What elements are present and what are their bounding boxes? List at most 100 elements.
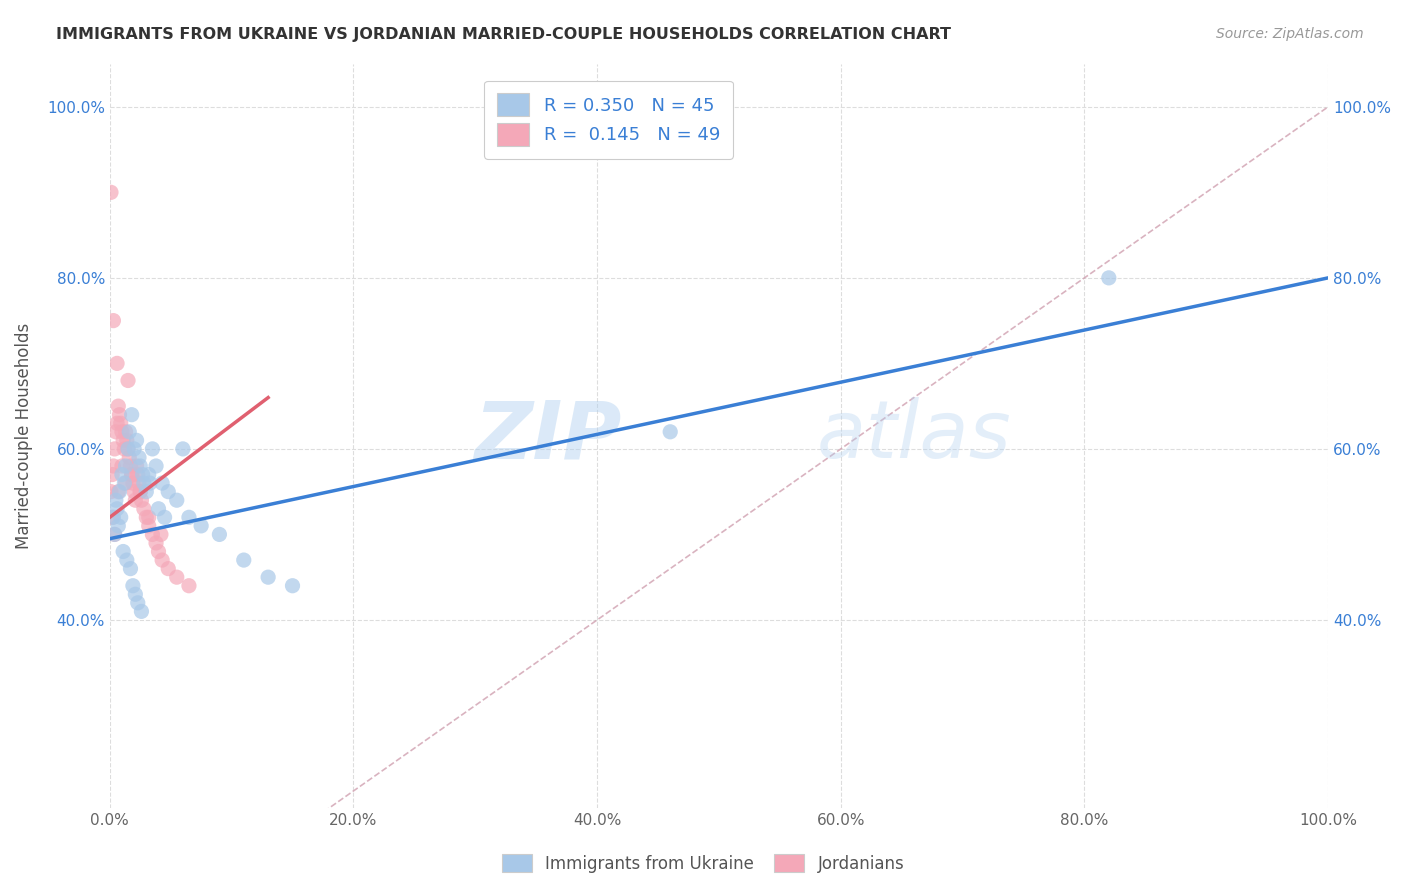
Point <box>112 442 135 456</box>
Point <box>124 587 146 601</box>
Point <box>659 425 682 439</box>
Point <box>148 544 170 558</box>
Point <box>111 467 134 482</box>
Point <box>104 527 127 541</box>
Point <box>127 596 149 610</box>
Point <box>107 484 129 499</box>
Point <box>108 408 131 422</box>
Point <box>129 484 152 499</box>
Point <box>105 416 128 430</box>
Point <box>107 519 129 533</box>
Point <box>166 570 188 584</box>
Point <box>100 186 122 200</box>
Point <box>135 510 157 524</box>
Point <box>108 484 131 499</box>
Point <box>145 458 167 473</box>
Point <box>122 476 145 491</box>
Text: IMMIGRANTS FROM UKRAINE VS JORDANIAN MARRIED-COUPLE HOUSEHOLDS CORRELATION CHART: IMMIGRANTS FROM UKRAINE VS JORDANIAN MAR… <box>56 27 952 42</box>
Point <box>101 467 124 482</box>
Point <box>150 476 173 491</box>
Point <box>122 442 145 456</box>
Point <box>121 467 143 482</box>
Point <box>110 416 132 430</box>
Point <box>232 553 254 567</box>
Point <box>103 510 125 524</box>
Point <box>112 434 135 448</box>
Point <box>104 425 127 439</box>
Point <box>127 467 149 482</box>
Point <box>103 313 125 327</box>
Point <box>128 450 150 465</box>
Point <box>117 442 139 456</box>
Point <box>132 476 155 491</box>
Point <box>105 356 128 370</box>
Point <box>104 527 127 541</box>
Point <box>208 527 231 541</box>
Point <box>104 493 127 508</box>
Legend: Immigrants from Ukraine, Jordanians: Immigrants from Ukraine, Jordanians <box>495 847 911 880</box>
Text: Source: ZipAtlas.com: Source: ZipAtlas.com <box>1216 27 1364 41</box>
Point <box>107 399 129 413</box>
Point <box>190 519 212 533</box>
Point <box>141 442 163 456</box>
Point <box>118 450 141 465</box>
Point <box>129 484 152 499</box>
Point <box>100 484 122 499</box>
Point <box>257 570 280 584</box>
Point <box>115 553 138 567</box>
Point <box>131 604 153 618</box>
Point <box>1098 271 1121 285</box>
Point <box>157 484 180 499</box>
Point <box>105 501 128 516</box>
Point <box>121 408 143 422</box>
Point <box>145 536 167 550</box>
Y-axis label: Married-couple Households: Married-couple Households <box>15 323 32 549</box>
Legend: R = 0.350   N = 45, R =  0.145   N = 49: R = 0.350 N = 45, R = 0.145 N = 49 <box>484 80 733 159</box>
Point <box>132 501 155 516</box>
Point <box>112 476 135 491</box>
Point <box>111 458 134 473</box>
Point <box>138 519 160 533</box>
Point <box>150 553 173 567</box>
Point <box>124 493 146 508</box>
Point <box>131 493 153 508</box>
Point <box>131 467 153 482</box>
Point <box>281 579 304 593</box>
Point <box>120 561 142 575</box>
Point <box>172 442 194 456</box>
Point <box>118 425 141 439</box>
Point <box>114 458 136 473</box>
Point <box>122 579 145 593</box>
Point <box>166 493 188 508</box>
Point <box>121 467 143 482</box>
Point <box>110 510 132 524</box>
Text: ZIP: ZIP <box>474 397 621 475</box>
Point <box>115 434 138 448</box>
Point <box>125 434 148 448</box>
Point <box>135 484 157 499</box>
Text: atlas: atlas <box>817 397 1011 475</box>
Point <box>177 579 200 593</box>
Point <box>104 442 127 456</box>
Point <box>177 510 200 524</box>
Point <box>148 501 170 516</box>
Point <box>117 442 139 456</box>
Point <box>125 458 148 473</box>
Point <box>128 476 150 491</box>
Point <box>141 527 163 541</box>
Point <box>103 458 125 473</box>
Point <box>114 425 136 439</box>
Point <box>149 527 172 541</box>
Point <box>101 510 124 524</box>
Point <box>139 476 162 491</box>
Point <box>153 510 176 524</box>
Point <box>157 561 180 575</box>
Point <box>112 544 135 558</box>
Point <box>138 510 160 524</box>
Point <box>114 476 136 491</box>
Point <box>129 458 152 473</box>
Point <box>120 458 142 473</box>
Point <box>117 374 139 388</box>
Point <box>122 484 145 499</box>
Point <box>138 467 160 482</box>
